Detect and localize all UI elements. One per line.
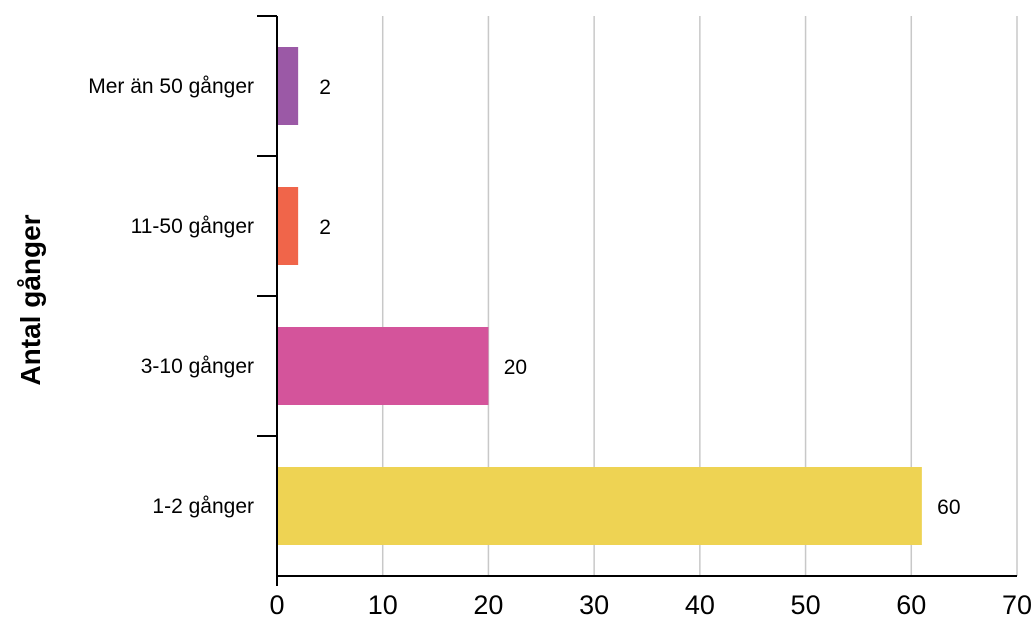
- data-label: 60: [937, 496, 960, 519]
- x-tick-label: 20: [473, 590, 503, 619]
- y-axis-title: Antal gånger: [15, 214, 46, 385]
- category-label: Mer än 50 gånger: [88, 75, 254, 98]
- x-tick-label: 60: [896, 590, 926, 619]
- bar: [277, 467, 922, 545]
- x-tick-label: 50: [791, 590, 821, 619]
- category-label: 1-2 gånger: [152, 495, 254, 518]
- category-label: 11-50 gånger: [131, 215, 254, 238]
- x-tick-label: 70: [1002, 590, 1032, 619]
- x-tick-label: 10: [368, 590, 398, 619]
- data-label: 2: [319, 216, 331, 239]
- category-label: 3-10 gånger: [141, 355, 254, 378]
- gridlines: [381, 16, 1018, 576]
- x-tick-label: 0: [269, 590, 284, 619]
- data-label: 2: [319, 76, 331, 99]
- bar: [277, 47, 299, 125]
- bars: [277, 47, 922, 545]
- x-tick-label: 40: [685, 590, 715, 619]
- bar: [277, 327, 489, 405]
- labels: 0 10 20 30 40 50 60 70 Mer än 50 gånger 2 11-50 gå…: [88, 75, 1032, 619]
- bar: [277, 187, 299, 265]
- ticks: [257, 15, 278, 586]
- data-label: 20: [504, 356, 527, 379]
- x-tick-label: 30: [579, 590, 609, 619]
